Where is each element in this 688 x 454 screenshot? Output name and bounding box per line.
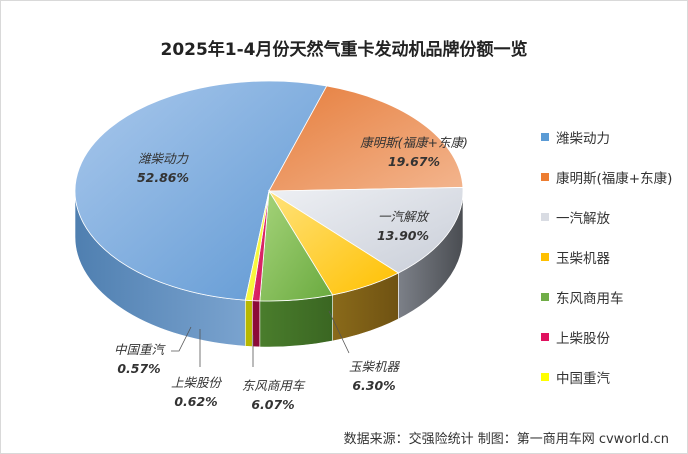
label-value-faw: 13.90% xyxy=(377,228,429,243)
source-note: 数据来源：交强险统计 制图：第一商用车网 cvworld.cn xyxy=(343,432,669,447)
label-name-sinotruk: 中国重汽 xyxy=(114,342,167,357)
label-value-weichai: 52.86% xyxy=(137,170,189,185)
label-name-weichai: 潍柴动力 xyxy=(138,151,190,166)
label-name-yuchai: 玉柴机器 xyxy=(349,359,401,374)
pie-leaders xyxy=(171,310,350,367)
legend-item-weichai: 潍柴动力 xyxy=(541,117,681,157)
label-value-sinotruk: 0.57% xyxy=(117,361,160,376)
legend-swatch xyxy=(541,253,549,261)
legend-swatch xyxy=(541,173,549,181)
label-name-sdec: 上柴股份 xyxy=(171,375,223,390)
slice-faw xyxy=(267,187,464,274)
legend-item-cummins: 康明斯(福康+东康) xyxy=(541,157,681,197)
legend-item-faw: 一汽解放 xyxy=(541,197,681,237)
slice-cummins xyxy=(268,85,464,192)
leader-yuchai xyxy=(328,310,350,354)
legend-swatch xyxy=(541,133,549,141)
legend-label: 潍柴动力 xyxy=(556,131,610,147)
leader-sinotruk xyxy=(171,326,192,352)
chart-title: 2025年1-4月份天然气重卡发动机品牌份额一览 xyxy=(160,40,528,60)
legend-item-sdec: 上柴股份 xyxy=(541,317,681,357)
slice-weichai xyxy=(74,80,328,301)
legend-label: 上柴股份 xyxy=(556,331,610,347)
legend-label: 东风商用车 xyxy=(556,291,624,307)
label-name-cummins: 康明斯(福康+东康) xyxy=(360,135,468,150)
legend-swatch xyxy=(541,333,549,341)
pie-sides xyxy=(74,190,464,348)
label-name-dongfeng: 东风商用车 xyxy=(242,378,306,393)
label-value-cummins: 19.67% xyxy=(388,154,440,169)
slice-sinotruk xyxy=(244,190,270,302)
legend-label: 中国重汽 xyxy=(556,371,610,387)
legend-label: 一汽解放 xyxy=(556,211,610,227)
side-dongfeng xyxy=(259,294,333,348)
label-value-sdec: 0.62% xyxy=(174,394,217,409)
side-sinotruk xyxy=(245,299,253,347)
label-value-dongfeng: 6.07% xyxy=(251,397,294,412)
legend-swatch xyxy=(541,213,549,221)
legend-item-yuchai: 玉柴机器 xyxy=(541,237,681,277)
legend-item-sinotruk: 中国重汽 xyxy=(541,357,681,397)
pie-labels: 潍柴动力 52.86% 康明斯(福康+东康) 19.67% 一汽解放 13.90% 玉柴机器… xyxy=(114,135,468,412)
legend: 潍柴动力康明斯(福康+东康) 一汽解放玉柴机器东风商用车上柴股份中国重汽 xyxy=(541,117,681,397)
legend-label: 玉柴机器 xyxy=(556,251,610,267)
label-value-yuchai: 6.30% xyxy=(352,378,395,393)
legend-swatch xyxy=(541,373,549,381)
legend-item-dongfeng: 东风商用车 xyxy=(541,277,681,317)
legend-swatch xyxy=(541,293,549,301)
legend-label: 康明斯(福康+东康) xyxy=(556,171,673,187)
label-name-faw: 一汽解放 xyxy=(378,209,431,224)
pie-tops xyxy=(74,80,464,302)
